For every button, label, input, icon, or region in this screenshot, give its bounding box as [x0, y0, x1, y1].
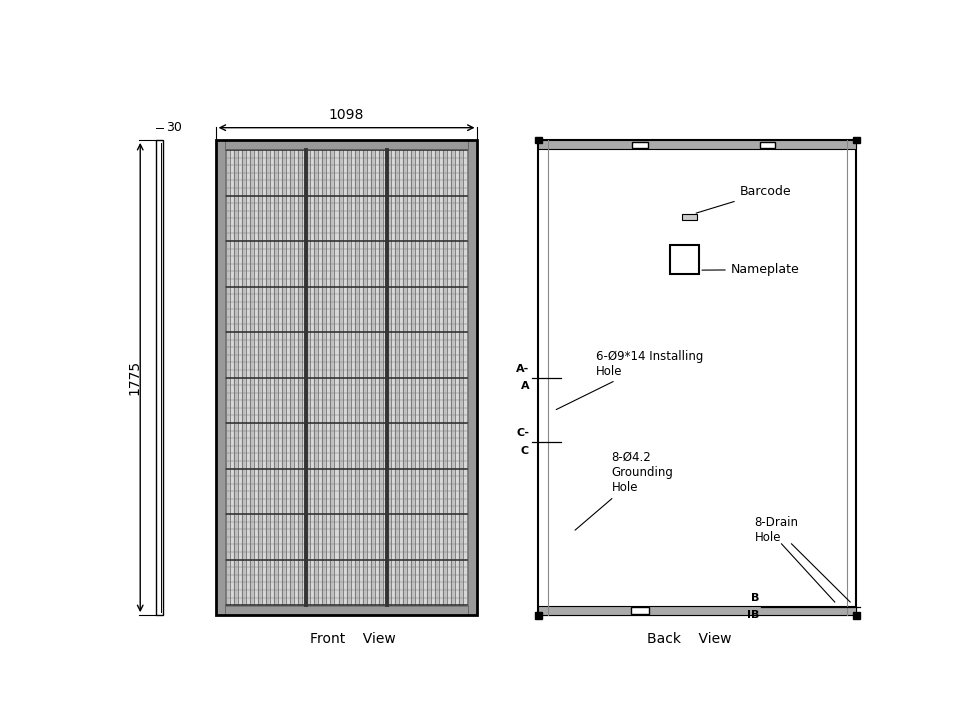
Polygon shape [282, 150, 286, 605]
Polygon shape [289, 150, 294, 605]
Polygon shape [362, 150, 367, 605]
Text: IB: IB [746, 610, 759, 620]
Polygon shape [538, 140, 856, 615]
Polygon shape [630, 607, 648, 615]
Text: Barcode: Barcode [695, 185, 790, 213]
Polygon shape [451, 150, 455, 605]
Polygon shape [253, 150, 257, 605]
Polygon shape [322, 150, 326, 605]
Polygon shape [439, 150, 443, 605]
Polygon shape [215, 606, 477, 615]
Polygon shape [447, 150, 451, 605]
Polygon shape [310, 150, 314, 605]
Polygon shape [230, 150, 234, 605]
Polygon shape [415, 150, 419, 605]
Polygon shape [358, 150, 362, 605]
Polygon shape [435, 150, 439, 605]
Polygon shape [234, 150, 238, 605]
Polygon shape [278, 150, 282, 605]
Polygon shape [242, 150, 245, 605]
Polygon shape [350, 150, 354, 605]
Polygon shape [534, 612, 541, 618]
Text: A: A [520, 382, 528, 392]
Polygon shape [342, 150, 346, 605]
Polygon shape [419, 150, 422, 605]
Polygon shape [270, 150, 274, 605]
Polygon shape [338, 150, 342, 605]
Polygon shape [302, 150, 306, 605]
Polygon shape [257, 150, 262, 605]
Polygon shape [467, 140, 477, 615]
Polygon shape [411, 150, 415, 605]
Polygon shape [669, 245, 698, 274]
Polygon shape [367, 150, 371, 605]
Polygon shape [852, 137, 859, 143]
Polygon shape [266, 150, 270, 605]
Polygon shape [538, 140, 856, 149]
Polygon shape [399, 150, 403, 605]
Polygon shape [262, 150, 266, 605]
Text: C: C [520, 445, 528, 455]
Text: Back    View: Back View [646, 632, 732, 646]
Polygon shape [459, 150, 463, 605]
Polygon shape [238, 150, 242, 605]
Text: 8-Ø4.2
Grounding
Hole: 8-Ø4.2 Grounding Hole [574, 451, 673, 530]
Polygon shape [318, 150, 322, 605]
Polygon shape [463, 150, 467, 605]
Polygon shape [354, 150, 358, 605]
Polygon shape [632, 142, 647, 148]
Text: 1098: 1098 [329, 109, 364, 122]
Polygon shape [386, 150, 390, 605]
Text: A-: A- [515, 363, 528, 374]
Polygon shape [426, 150, 430, 605]
Polygon shape [538, 606, 856, 615]
Polygon shape [294, 150, 298, 605]
Polygon shape [534, 137, 541, 143]
Polygon shape [215, 140, 477, 149]
Polygon shape [334, 150, 338, 605]
Polygon shape [852, 612, 859, 618]
Polygon shape [390, 150, 394, 605]
Polygon shape [759, 142, 775, 148]
Polygon shape [286, 150, 289, 605]
Text: 8-Drain
Hole: 8-Drain Hole [754, 515, 798, 544]
Polygon shape [346, 150, 350, 605]
Polygon shape [298, 150, 302, 605]
Polygon shape [326, 150, 331, 605]
Text: 1775: 1775 [127, 360, 141, 395]
Polygon shape [430, 150, 435, 605]
Polygon shape [403, 150, 407, 605]
Polygon shape [371, 150, 375, 605]
Polygon shape [455, 150, 459, 605]
Polygon shape [306, 150, 310, 605]
Polygon shape [215, 140, 225, 615]
Polygon shape [249, 150, 253, 605]
Polygon shape [245, 150, 249, 605]
Text: 6-Ø9*14 Installing
Hole: 6-Ø9*14 Installing Hole [556, 350, 703, 410]
Polygon shape [274, 150, 278, 605]
Polygon shape [375, 150, 378, 605]
Text: B: B [750, 593, 759, 603]
Text: C-: C- [515, 428, 528, 438]
Polygon shape [331, 150, 334, 605]
Polygon shape [422, 150, 426, 605]
Polygon shape [682, 214, 696, 220]
Text: Front    View: Front View [310, 632, 395, 646]
Polygon shape [226, 150, 467, 605]
Polygon shape [226, 150, 230, 605]
Polygon shape [382, 150, 386, 605]
Polygon shape [378, 150, 382, 605]
Polygon shape [407, 150, 411, 605]
Polygon shape [314, 150, 318, 605]
Text: 30: 30 [165, 121, 181, 134]
Polygon shape [394, 150, 399, 605]
Polygon shape [443, 150, 447, 605]
Text: Nameplate: Nameplate [701, 264, 799, 277]
